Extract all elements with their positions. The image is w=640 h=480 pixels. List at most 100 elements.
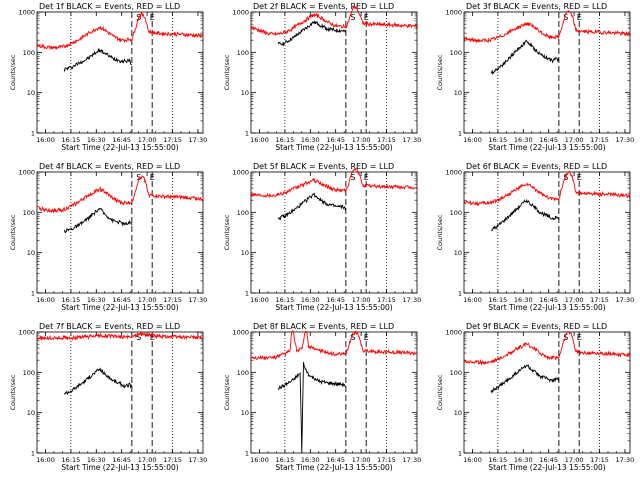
x-axis-label: Start Time (22-Jul-13 15:55:00): [61, 303, 178, 312]
x-tick-label: 17:00: [138, 136, 157, 144]
y-tick-label: 100: [450, 209, 462, 217]
y-tick-label: 10: [241, 249, 249, 257]
x-tick-label: 17:30: [616, 136, 635, 144]
panel-title: Det 4f BLACK = Events, RED = LLD: [39, 162, 180, 171]
x-tick-label: 16:30: [514, 296, 533, 304]
interval-marker-e: E: [364, 173, 369, 182]
events-series-line: [277, 361, 347, 454]
x-tick-label: 16:30: [301, 296, 320, 304]
x-tick-label: 16:15: [489, 136, 508, 144]
y-tick-label: 1: [458, 450, 462, 458]
plot-frame: [463, 11, 631, 134]
x-tick-label: 17:30: [189, 136, 208, 144]
panel-title: Det 9f BLACK = Events, RED = LLD: [466, 322, 607, 331]
x-tick-label: 16:15: [62, 456, 81, 464]
x-tick-label: 16:45: [112, 456, 131, 464]
lld-series-line: [36, 11, 204, 51]
events-series-line: [63, 367, 133, 396]
events-series-line: [490, 39, 560, 76]
y-tick-label: 100: [450, 369, 462, 377]
y-tick-label: 1000: [232, 169, 249, 177]
x-tick-label: 16:45: [112, 296, 131, 304]
panel-title: Det 1f BLACK = Events, RED = LLD: [39, 2, 180, 11]
y-tick-label: 100: [23, 209, 35, 217]
events-series-line: [63, 207, 133, 234]
y-tick-label: 10: [27, 89, 35, 97]
y-tick-label: 1000: [232, 9, 249, 17]
x-tick-label: 16:15: [489, 456, 508, 464]
plot-frame: [250, 171, 418, 294]
interval-marker-s: S: [350, 173, 355, 182]
y-axis-label: Counts/sec: [436, 54, 444, 90]
x-tick-label: 16:45: [539, 456, 558, 464]
interval-marker-s: S: [563, 333, 568, 342]
x-tick-label: 17:30: [189, 296, 208, 304]
plot-frame: [36, 11, 204, 134]
x-tick-label: 16:00: [36, 136, 55, 144]
y-tick-label: 10: [454, 249, 462, 257]
x-tick-label: 16:15: [276, 296, 295, 304]
x-tick-label: 17:30: [616, 296, 635, 304]
y-tick-label: 1000: [18, 9, 35, 17]
x-tick-label: 16:45: [326, 296, 345, 304]
y-tick-label: 100: [450, 49, 462, 57]
x-tick-label: 17:15: [590, 136, 609, 144]
x-axis-label: Start Time (22-Jul-13 15:55:00): [61, 143, 178, 152]
panel-det-9: Det 9f BLACK = Events, RED = LLD 1 10 100 10…: [436, 322, 634, 472]
interval-marker-s: S: [136, 333, 141, 342]
plot-frame: [250, 331, 418, 454]
panel-det-8: Det 8f BLACK = Events, RED = LLD 1 10 100 10…: [223, 322, 421, 472]
x-tick-label: 17:00: [138, 456, 157, 464]
panel-title: Det 8f BLACK = Events, RED = LLD: [253, 322, 394, 331]
y-tick-label: 1: [245, 290, 249, 298]
x-axis-label: Start Time (22-Jul-13 15:55:00): [275, 303, 392, 312]
plot-frame: [36, 331, 204, 454]
panel-det-6: Det 6f BLACK = Events, RED = LLD 1 10 100 10…: [436, 162, 634, 312]
y-tick-label: 1: [31, 130, 35, 138]
y-tick-label: 10: [241, 89, 249, 97]
x-tick-label: 17:15: [377, 296, 396, 304]
x-tick-label: 16:15: [276, 456, 295, 464]
y-tick-label: 10: [454, 409, 462, 417]
y-tick-label: 1: [245, 130, 249, 138]
x-tick-label: 17:00: [352, 456, 371, 464]
x-tick-label: 17:15: [590, 296, 609, 304]
x-tick-label: 17:30: [403, 136, 422, 144]
y-tick-label: 10: [27, 249, 35, 257]
x-tick-label: 16:00: [463, 456, 482, 464]
interval-marker-e: E: [577, 333, 582, 342]
x-tick-label: 17:15: [377, 456, 396, 464]
events-series-line: [491, 198, 560, 232]
x-tick-label: 16:15: [276, 136, 295, 144]
panel-det-5: Det 5f BLACK = Events, RED = LLD 1 10 100 10…: [223, 162, 421, 312]
lld-series-line: [250, 330, 418, 361]
x-tick-label: 16:45: [326, 456, 345, 464]
x-tick-label: 16:30: [301, 136, 320, 144]
x-tick-label: 17:30: [403, 456, 422, 464]
plot-frame: [463, 171, 631, 294]
x-tick-label: 16:45: [539, 136, 558, 144]
plot-frame: [36, 171, 204, 294]
panel-title: Det 3f BLACK = Events, RED = LLD: [466, 2, 607, 11]
x-tick-label: 16:15: [62, 136, 81, 144]
interval-marker-e: E: [577, 13, 582, 22]
y-tick-label: 10: [241, 409, 249, 417]
y-tick-label: 10: [27, 409, 35, 417]
panel-det-1: Det 1f BLACK = Events, RED = LLD 1 10 100 10…: [9, 2, 207, 152]
y-tick-label: 1: [31, 450, 35, 458]
x-tick-label: 17:00: [138, 296, 157, 304]
interval-marker-e: E: [150, 173, 155, 182]
y-axis-label: Counts/sec: [223, 374, 231, 410]
x-tick-label: 17:00: [565, 136, 584, 144]
y-tick-label: 1000: [445, 9, 462, 17]
y-axis-label: Counts/sec: [223, 54, 231, 90]
x-tick-label: 16:00: [463, 296, 482, 304]
y-tick-label: 1: [458, 290, 462, 298]
x-tick-label: 17:30: [189, 456, 208, 464]
x-tick-label: 17:00: [352, 296, 371, 304]
events-series-line: [63, 47, 132, 73]
x-tick-label: 17:00: [565, 456, 584, 464]
x-tick-label: 17:15: [377, 136, 396, 144]
lld-series-line: [463, 330, 631, 366]
lld-series-line: [36, 175, 204, 214]
